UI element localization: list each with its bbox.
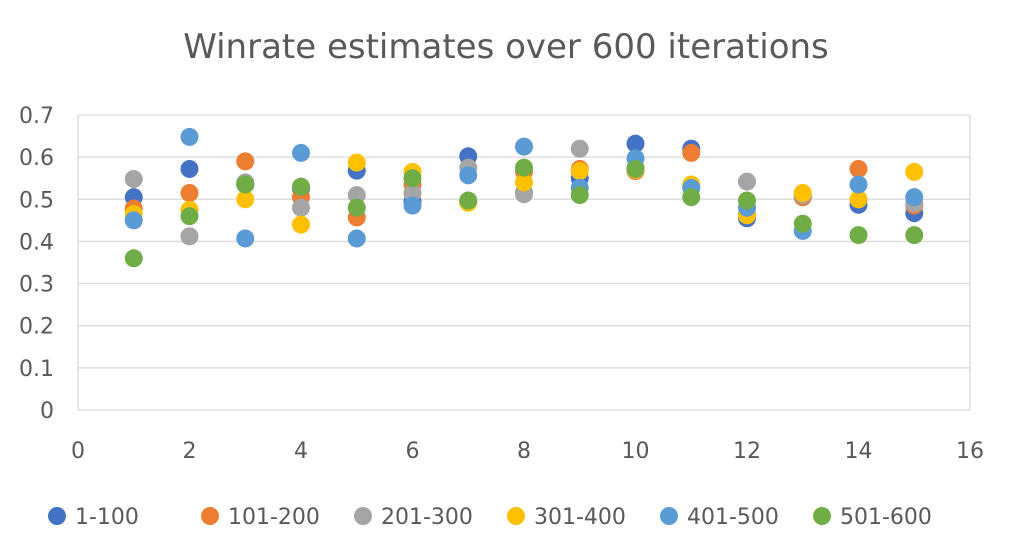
legend-label: 401-500 [687,505,779,530]
data-point [292,143,310,162]
axes [77,115,971,411]
data-point [236,229,255,248]
legend-label: 301-400 [534,505,626,530]
legend: 1-100 101-200 201-300 301-400 401-500 501-600 [48,505,932,530]
legend-item: 101-200 [201,505,320,530]
legend-label: 201-300 [381,505,473,530]
y-tick-label: 0 [40,399,54,424]
data-point [738,172,756,191]
y-tick-label: 0.3 [19,273,54,298]
data-point [180,227,199,246]
x-tick-labels: 0 2 4 6 8 10 12 14 16 [71,439,984,464]
data-point [459,191,478,210]
legend-marker [507,507,525,525]
y-tick-label: 0.5 [19,188,54,213]
x-tick-label: 2 [183,439,197,464]
data-point [682,143,701,162]
legend-label: 101-200 [228,505,320,530]
y-tick-label: 0.4 [19,230,54,255]
y-tick-label: 0.1 [19,357,54,382]
data-point [124,170,143,189]
data-point [180,183,199,202]
legend-marker [660,507,678,525]
x-tick-label: 4 [294,439,308,464]
data-point [849,175,868,194]
y-tick-label: 0.2 [19,315,54,340]
data-point [515,158,533,177]
data-point [180,159,199,178]
data-points [124,127,924,268]
data-point [347,229,366,248]
data-point [403,196,422,215]
data-point [570,162,589,181]
data-point [626,134,645,153]
x-tick-label: 0 [71,439,85,464]
x-tick-label: 8 [517,439,531,464]
data-point [849,159,868,178]
y-tick-labels: 0 0.1 0.2 0.3 0.4 0.5 0.6 0.7 [19,104,54,424]
x-tick-label: 16 [956,439,984,464]
data-point [347,198,366,217]
x-tick-label: 14 [845,439,873,464]
data-point [849,190,868,209]
data-point [124,211,143,230]
data-point [459,166,478,185]
chart-title: Winrate estimates over 600 iterations [183,27,829,67]
legend-label: 501-600 [840,505,932,530]
data-point [403,183,422,202]
legend-item: 301-400 [507,505,626,530]
series-501-600 [124,158,924,268]
y-tick-label: 0.6 [19,146,54,171]
data-point [124,249,143,268]
legend-item: 201-300 [354,505,473,530]
data-point [403,169,422,188]
data-point [905,162,924,181]
data-point [570,139,589,158]
data-point [905,226,924,245]
x-tick-label: 12 [733,439,761,464]
data-point [515,173,533,192]
legend-label: 1-100 [75,505,139,530]
data-point [292,215,310,234]
legend-item: 1-100 [48,505,139,530]
data-point [849,226,868,245]
data-point [570,186,589,205]
legend-marker [201,507,219,525]
data-point [180,207,199,226]
x-tick-label: 6 [406,439,420,464]
data-point [793,214,812,233]
data-point [793,183,812,202]
data-point [347,153,366,172]
data-point [515,137,533,156]
data-point [180,127,199,146]
data-point [236,152,255,171]
data-point [347,186,366,205]
data-point [236,175,255,194]
data-point [292,198,310,217]
data-point [738,191,756,210]
data-point [292,177,310,196]
legend-marker [813,507,831,525]
legend-item: 501-600 [813,505,932,530]
data-point [682,188,701,207]
x-tick-label: 10 [622,439,650,464]
data-point [236,190,255,209]
data-point [626,159,645,178]
legend-marker [48,507,66,525]
data-point [905,188,924,207]
legend-marker [354,507,372,525]
legend-item: 401-500 [660,505,779,530]
y-tick-label: 0.7 [19,104,54,129]
